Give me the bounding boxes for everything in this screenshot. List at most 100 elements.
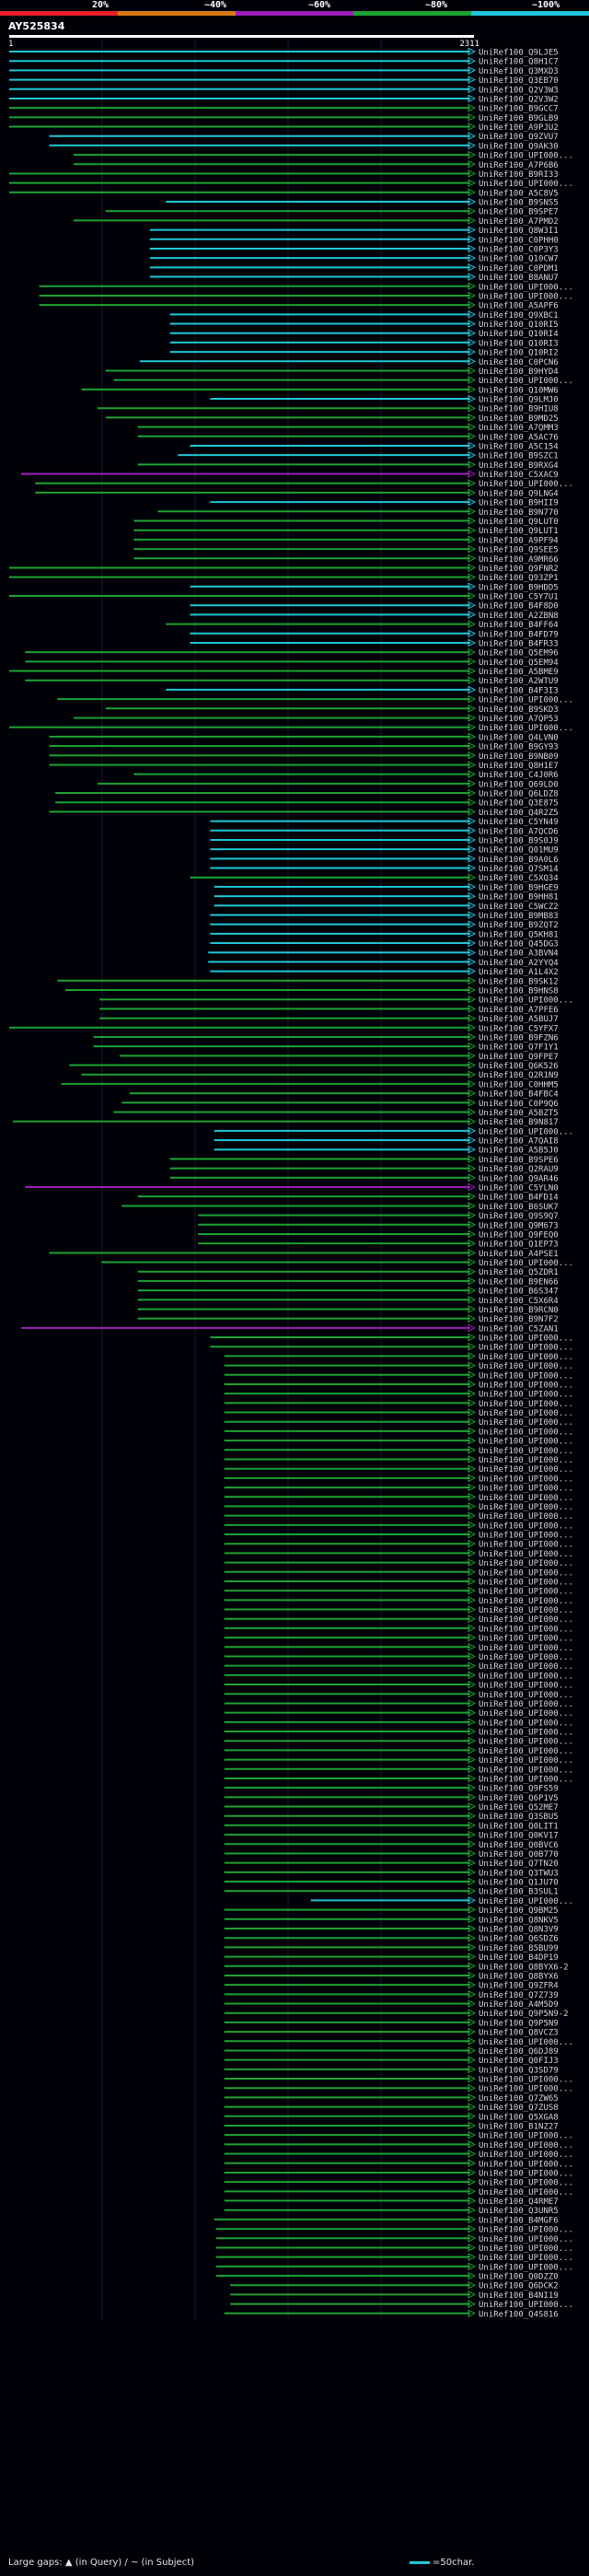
hit-label: UniRef100_C5X6R4 (479, 1297, 559, 1306)
hit-arrow-icon (468, 1295, 477, 1304)
hit-label: UniRef100_Q69LD0 (479, 780, 559, 789)
hit-arrow-icon (468, 864, 477, 872)
hit-label: UniRef100_A5BUJ7 (479, 1015, 559, 1024)
hit-label: UniRef100_C5YFX7 (479, 1024, 559, 1033)
hit-arrow-icon (468, 1952, 477, 1961)
hit-arrow-icon (468, 300, 477, 309)
hit-label: UniRef100_UPI000... (479, 2141, 573, 2151)
hit-label: UniRef100_A5C154 (479, 442, 559, 451)
hit-arrow-icon (468, 1680, 477, 1689)
hit-label: UniRef100_C5XAC9 (479, 471, 559, 480)
hit-arrow-icon (468, 1990, 477, 1999)
hit-arrow-icon (468, 394, 477, 403)
hit-label: UniRef100_UPI000... (479, 152, 573, 161)
hit-label: UniRef100_B9HGE9 (479, 883, 559, 892)
hit-label: UniRef100_Q8BYX6 (479, 1972, 559, 1981)
hit-label: UniRef100_UPI000... (479, 1578, 573, 1587)
hit-arrow-icon (468, 1521, 477, 1530)
hit-arrow-icon (468, 1642, 477, 1651)
hit-arrow-icon (468, 1558, 477, 1567)
hit-arrow-icon (468, 1530, 477, 1539)
hit-arrow-icon (468, 2103, 477, 2111)
hit-label: UniRef100_Q3E875 (479, 799, 559, 809)
hit-label: UniRef100_Q10MW6 (479, 386, 559, 395)
hit-arrow-icon (468, 1718, 477, 1727)
hit-arrow-icon (468, 976, 477, 985)
hit-label: UniRef100_B9MD25 (479, 414, 559, 424)
hit-arrow-icon (468, 1633, 477, 1642)
hit-arrow-icon (468, 141, 477, 150)
hit-arrow-icon (468, 554, 477, 563)
hit-arrow-icon (468, 1689, 477, 1698)
hit-label: UniRef100_A4PSE1 (479, 1250, 559, 1259)
hit-label: UniRef100_UPI000... (479, 1635, 573, 1644)
hit-label: UniRef100_B9ZQT2 (479, 921, 559, 930)
hit-arrow-icon (468, 1436, 477, 1445)
scale-key: =50char. (410, 2558, 474, 2568)
hit-label: UniRef100_Q7F1Y1 (479, 1043, 559, 1053)
hit-label: UniRef100_B9RCN0 (479, 1306, 559, 1315)
hit-arrow-icon (468, 1455, 477, 1463)
hit-arrow-icon (468, 1267, 477, 1276)
legend-segment (0, 11, 118, 16)
hit-label: UniRef100_UPI000... (479, 2188, 573, 2197)
hit-arrow-icon (468, 1145, 477, 1154)
hit-label: UniRef100_B9HIU8 (479, 405, 559, 414)
hit-arrow-icon (468, 958, 477, 966)
hit-arrow-icon (468, 855, 477, 863)
hit-arrow-icon (468, 497, 477, 507)
hit-label: UniRef100_A7P6B6 (479, 161, 559, 170)
hit-arrow-icon (468, 1830, 477, 1839)
hit-label: UniRef100_B4DP19 (479, 1953, 559, 1963)
hit-label: UniRef100_UPI000... (479, 1409, 573, 1418)
hit-arrow-icon (468, 273, 477, 281)
scale-line-icon (410, 2560, 430, 2564)
hit-arrow-icon (468, 2130, 477, 2139)
hit-label: UniRef100_UPI000... (479, 1568, 573, 1578)
hit-label: UniRef100_Q6DCK2 (479, 2282, 559, 2291)
hit-label: UniRef100_Q3EB70 (479, 76, 559, 86)
hit-arrow-icon (468, 591, 477, 600)
hit-arrow-icon (468, 1079, 477, 1089)
hit-arrow-icon (468, 2187, 477, 2196)
hit-arrow-icon (468, 1839, 477, 1848)
hit-arrow-icon (468, 544, 477, 554)
hit-arrow-icon (468, 1736, 477, 1745)
hit-arrow-icon (468, 122, 477, 131)
hit-arrow-icon (468, 1211, 477, 1219)
hit-arrow-icon (468, 1464, 477, 1473)
hit-arrow-icon (468, 1886, 477, 1895)
hit-label: UniRef100_A9PJU2 (479, 123, 559, 133)
hit-arrow-icon (468, 1605, 477, 1614)
hit-arrow-icon (468, 1586, 477, 1595)
hit-arrow-icon (468, 1098, 477, 1107)
hit-label: UniRef100_UPI000... (479, 1897, 573, 1906)
hit-arrow-icon (468, 1032, 477, 1042)
hit-label: UniRef100_UPI000... (479, 2226, 573, 2235)
legend-segment (471, 11, 589, 16)
hit-label: UniRef100_B9GCC7 (479, 105, 559, 114)
hit-label: UniRef100_UPI000... (479, 2151, 573, 2160)
hit-arrow-icon (468, 526, 477, 534)
hit-arrow-icon (468, 600, 477, 610)
hit-arrow-icon (468, 938, 477, 948)
hit-arrow-icon (468, 1708, 477, 1717)
hit-arrow-icon (468, 479, 477, 488)
hit-label: UniRef100_Q9FNR2 (479, 565, 559, 574)
hit-label: UniRef100_C4J0R6 (479, 771, 559, 780)
hit-label: UniRef100_B4FD14 (479, 1194, 559, 1203)
hit-label: UniRef100_UPI000... (479, 2038, 573, 2047)
hit-arrow-icon (468, 2300, 477, 2308)
hit-label: UniRef100_Q6P1V5 (479, 1794, 559, 1803)
hit-arrow-icon (468, 2112, 477, 2121)
hit-label: UniRef100_UPI000... (479, 1503, 573, 1512)
hit-label: UniRef100_Q4LVN0 (479, 733, 559, 742)
hit-arrow-icon (468, 2309, 477, 2318)
hit-arrow-icon (468, 320, 477, 328)
hit-label: UniRef100_Q3SD79 (479, 2066, 559, 2075)
hit-label: UniRef100_Q2V3W3 (479, 86, 559, 95)
hit-label: UniRef100_Q9ZFR4 (479, 1982, 559, 1991)
hit-arrow-icon (468, 1164, 477, 1172)
hit-arrow-icon (468, 2018, 477, 2027)
hit-label: UniRef100_UPI000... (479, 1494, 573, 1503)
